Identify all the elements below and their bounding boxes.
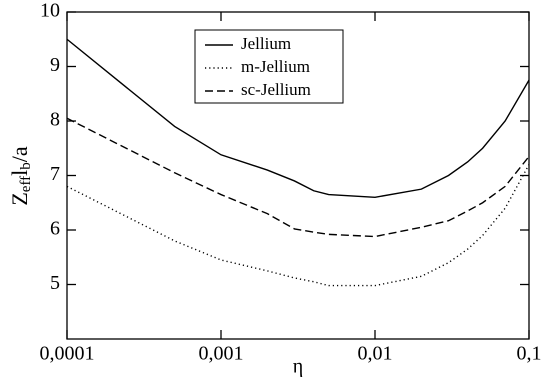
- x-tick-label: 0,001: [199, 343, 244, 365]
- y-tick-label: 10: [40, 0, 60, 22]
- legend-label: Jellium: [241, 34, 291, 53]
- x-tick-label: 0,01: [358, 343, 393, 365]
- y-tick-label: 8: [50, 109, 60, 131]
- y-label-part: b: [18, 162, 34, 170]
- y-label-part: l: [7, 170, 32, 176]
- series-line: [66, 117, 530, 238]
- y-label-part: Z: [7, 192, 32, 205]
- y-label-part: /a: [7, 146, 32, 162]
- legend-label: m-Jellium: [241, 57, 310, 76]
- legend-label: sc-Jellium: [241, 80, 311, 99]
- x-tick-label: 0,1: [517, 343, 542, 365]
- y-tick-label: 6: [50, 218, 60, 240]
- x-tick-label: 0,0001: [40, 343, 95, 365]
- series-line: [66, 38, 530, 199]
- x-axis-label: η: [293, 356, 303, 378]
- y-tick-label: 7: [50, 163, 60, 185]
- series-line: [66, 164, 530, 287]
- y-tick-label: 5: [50, 272, 60, 294]
- y-axis-label: Zefflb/a: [7, 146, 34, 206]
- y-label-part: eff: [18, 176, 34, 192]
- y-tick-label: 9: [50, 54, 60, 76]
